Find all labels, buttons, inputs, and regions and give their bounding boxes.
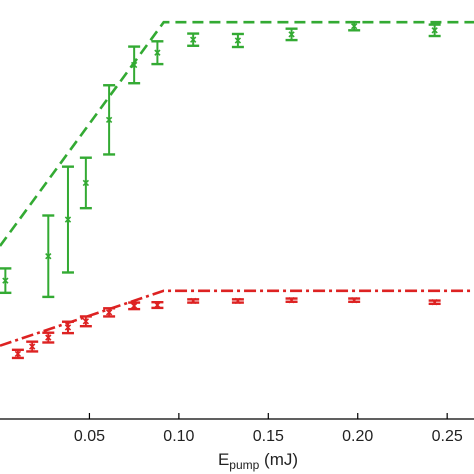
- series-1-point-2: [45, 334, 52, 341]
- series-1-point-11: [350, 296, 358, 304]
- series-1-point-7: [154, 301, 161, 309]
- series-0-point-6: [154, 49, 161, 56]
- x-tick-label-3: 0.20: [342, 428, 373, 445]
- x-tick-label-2: 0.15: [253, 428, 284, 445]
- series-0-point-1: [45, 253, 52, 260]
- series-1: [0, 289, 474, 360]
- x-axis-label-base: E: [218, 450, 229, 469]
- series-1-point-9: [234, 297, 242, 305]
- series-0-point-3: [82, 179, 90, 187]
- series-0-point-7: [190, 36, 197, 43]
- series-0-point-9: [288, 31, 295, 38]
- series-0-point-0: [2, 277, 9, 284]
- series-0-point-11: [431, 27, 438, 34]
- x-axis-label-subscript: pump: [229, 458, 259, 472]
- series-1-point-4: [82, 318, 90, 325]
- series-layer: [0, 20, 474, 360]
- series-0-point-8: [234, 37, 242, 44]
- series-1-point-6: [130, 302, 138, 310]
- x-axis-label-suffix: (mJ): [259, 450, 298, 469]
- series-0-point-4: [105, 116, 113, 124]
- x-axis-label: Epump (mJ): [218, 450, 298, 472]
- series-1-point-8: [190, 297, 197, 305]
- series-1-fit-line: [0, 289, 474, 347]
- series-1-point-3: [64, 324, 72, 331]
- series-1-point-0: [14, 350, 22, 358]
- x-tick-label-0: 0.05: [74, 428, 105, 445]
- series-0: [0, 20, 474, 299]
- series-0-point-10: [350, 23, 358, 30]
- series-1-point-10: [288, 296, 295, 304]
- series-0-point-2: [64, 216, 72, 223]
- series-0-fit-line: [0, 20, 474, 247]
- x-tick-label-4: 0.25: [432, 428, 463, 445]
- series-1-point-12: [431, 299, 438, 306]
- series-1-point-5: [105, 309, 113, 316]
- x-tick-layer: 0.05 0.10 0.15 0.20 0.25: [74, 413, 463, 445]
- series-0-point-5: [130, 61, 138, 69]
- series-1-point-1: [29, 343, 36, 350]
- x-tick-label-1: 0.10: [163, 428, 194, 445]
